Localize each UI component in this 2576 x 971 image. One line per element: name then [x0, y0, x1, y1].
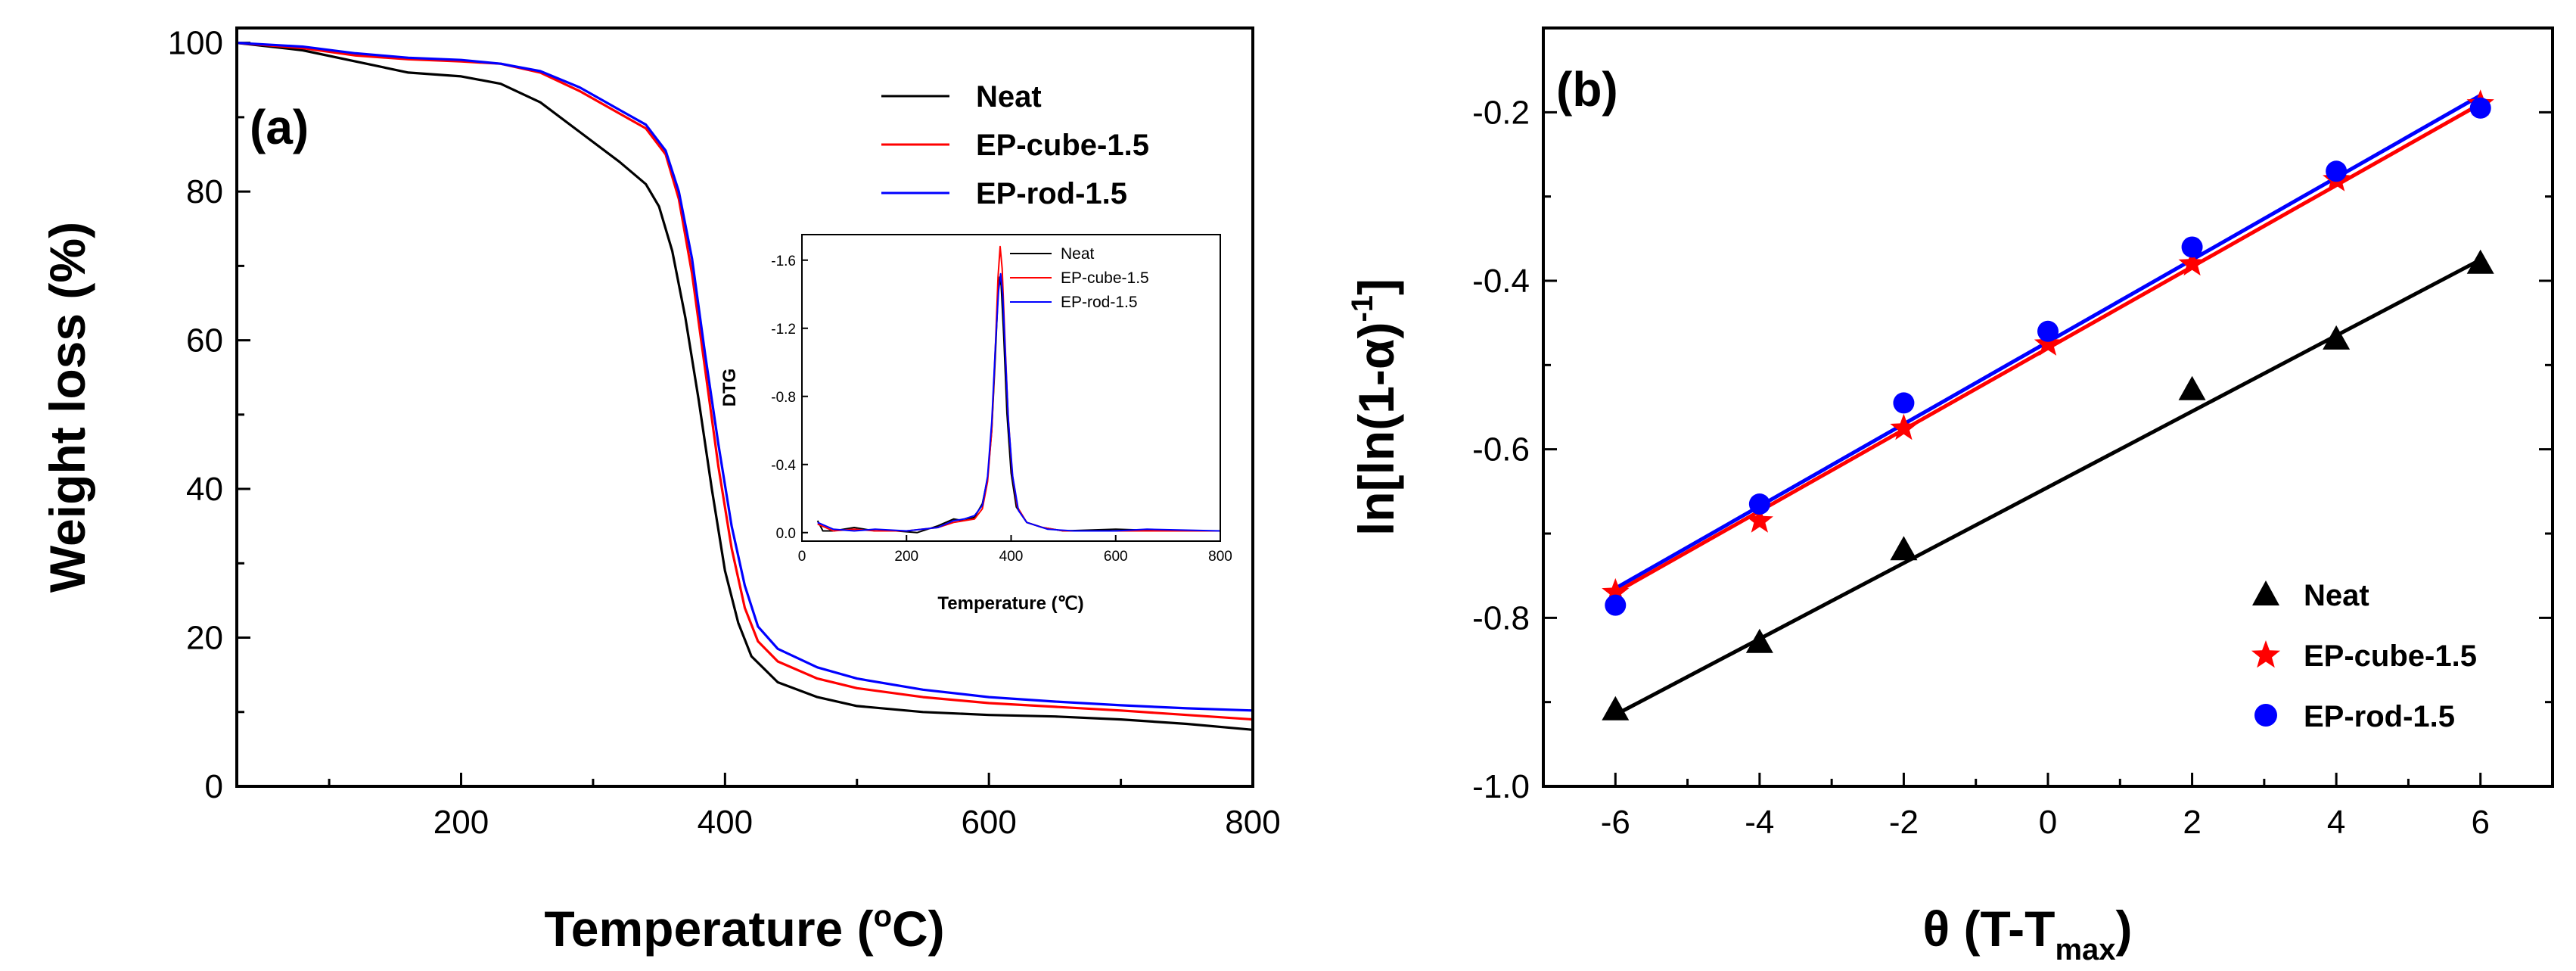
- panel-b-legend: Neat EP-cube-1.5 EP-rod-1.5: [2251, 579, 2477, 733]
- panel-a-xlabel-unit: C): [892, 901, 945, 957]
- legend-i-neat-label: Neat: [1061, 245, 1095, 263]
- panel-a-chart: 200 400 600 800 0 20 40 60 80 100 (a) Weight loss…: [39, 25, 1281, 957]
- panel-b-xtick-label--2: -2: [1889, 804, 1919, 841]
- panel-b-ytick-label-1: -0.8: [1472, 599, 1530, 636]
- legend-b-neat-label: Neat: [2304, 579, 2369, 612]
- panel-b-xtick-label-4: 4: [2327, 804, 2345, 841]
- panel-b-ytick-label-2: -0.6: [1472, 431, 1530, 468]
- panel-b-xtick-label--4: -4: [1745, 804, 1774, 841]
- panel-b-xlabel-sub: max: [2055, 933, 2115, 966]
- panel-b-point-ep-cube-1-5-0: [1602, 577, 1630, 605]
- panel-b-point-ep-rod-1-5-5: [2326, 160, 2348, 182]
- panel-a-ytick-label-40: 40: [186, 471, 223, 508]
- panel-b-point-neat-0: [1602, 696, 1630, 720]
- inset-ytick-label-1: -0.4: [771, 458, 796, 474]
- panel-a-xlabel: Temperature (oC): [544, 900, 944, 957]
- panel-a-ytick-label-60: 60: [186, 322, 223, 359]
- legend-i-cube-label: EP-cube-1.5: [1061, 269, 1149, 287]
- inset-ytick-label-2: -0.8: [771, 390, 796, 406]
- legend-i-rod-label: EP-rod-1.5: [1061, 294, 1138, 311]
- panel-a-xtick-label-400: 400: [698, 804, 753, 841]
- panel-b-xtick-label--6: -6: [1601, 804, 1630, 841]
- inset-ytick-label-3: -1.2: [771, 322, 796, 338]
- inset-ytick-label-4: -1.6: [771, 254, 796, 269]
- inset-legend: Neat EP-cube-1.5 EP-rod-1.5: [1010, 245, 1149, 311]
- inset-xtick-label-600: 600: [1104, 549, 1128, 565]
- inset-dtg-chart: 0 200 400 600 800 0.0 -0.4 -0.8 -1.2 -1.6 DTG Tem…: [719, 231, 1232, 614]
- panel-b-label: (b): [1556, 62, 1618, 117]
- panel-b-point-ep-cube-1-5-1: [1745, 506, 1773, 533]
- panel-b-point-neat-4: [2323, 325, 2351, 350]
- panel-b-point-neat-5: [2466, 249, 2494, 274]
- panel-a-xtick-label-600: 600: [961, 804, 1016, 841]
- panel-a-xtick-label-800: 800: [1225, 804, 1280, 841]
- panel-b-point-ep-rod-1-5-4: [2181, 236, 2203, 258]
- panel-b-point-ep-rod-1-5-1: [1748, 493, 1770, 515]
- panel-b-xtick-label-2: 2: [2183, 804, 2201, 841]
- panel-a-series: [236, 42, 1254, 731]
- inset-ylabel: DTG: [719, 369, 740, 407]
- inset-xtick-label-200: 200: [894, 549, 918, 565]
- inset-xtick-label-0: 0: [798, 549, 806, 565]
- legend-a-cube-label: EP-cube-1.5: [976, 129, 1149, 162]
- panel-b-point-neat-3: [2178, 375, 2206, 400]
- panel-b-point-ep-rod-1-5-0: [1605, 594, 1627, 616]
- panel-a-legend: Neat EP-cube-1.5 EP-rod-1.5: [881, 80, 1149, 210]
- panel-a-line-ep-rod-1-5: [236, 42, 1254, 712]
- panel-a-ylabel: Weight loss (%): [39, 222, 95, 593]
- panel-b-markers: [1602, 89, 2494, 720]
- inset-xtick-label-400: 400: [999, 549, 1024, 565]
- panel-b-ytick-label-4: -0.2: [1472, 94, 1530, 131]
- panel-b-xlabel-main: θ (T-T: [1922, 901, 2055, 957]
- panel-b-point-neat-2: [1890, 536, 1918, 561]
- panel-b-point-ep-cube-1-5-3: [2034, 329, 2062, 356]
- panel-b-ylabel: ln[ln(1-α)-1]: [1346, 279, 1404, 536]
- panel-b-chart: -6 -4 -2 0 2 4 6 -1.0 -0.8 -0.6 -0.4 -0.2 (b) ln[ln…: [1346, 26, 2554, 966]
- panel-b-frame: [1542, 26, 2554, 788]
- panel-b-point-ep-rod-1-5-6: [2469, 97, 2491, 119]
- panel-b-xtick-label-0: 0: [2039, 804, 2057, 841]
- panel-b-point-ep-cube-1-5-4: [2178, 249, 2206, 276]
- panel-b-ylabel-close: ]: [1348, 279, 1404, 295]
- panel-a-frame: [235, 26, 1254, 788]
- inset-line-ep-rod-1-5: [817, 272, 1221, 532]
- inset-series: [816, 245, 1221, 534]
- panel-b-ylabel-sup: -1: [1346, 295, 1379, 322]
- legend-a-rod-label: EP-rod-1.5: [976, 177, 1127, 210]
- panel-b-xtick-label-6: 6: [2471, 804, 2489, 841]
- panel-a-xlabel-degree: o: [874, 900, 892, 933]
- legend-a-neat-label: Neat: [976, 80, 1042, 114]
- panel-b-ytick-label-0: -1.0: [1472, 768, 1530, 805]
- panel-a-ytick-label-80: 80: [186, 173, 223, 210]
- panel-a-xlabel-main: Temperature (: [544, 901, 873, 957]
- panel-b-point-neat-1: [1745, 628, 1773, 653]
- panel-a-ytick-label-20: 20: [186, 620, 223, 657]
- panel-a-ytick-label-100: 100: [168, 25, 223, 62]
- legend-b-rod-label: EP-rod-1.5: [2304, 700, 2455, 733]
- panel-b-ytick-label-3: -0.4: [1472, 263, 1530, 300]
- panel-b-point-ep-rod-1-5-2: [1893, 392, 1915, 414]
- legend-b-cube-label: EP-cube-1.5: [2304, 640, 2477, 673]
- legend-b-neat-marker: [2252, 580, 2279, 605]
- panel-b-point-ep-rod-1-5-3: [2037, 320, 2059, 342]
- panel-a-label: (a): [250, 100, 309, 154]
- inset-frame: [801, 234, 1221, 542]
- inset-ytick-label-0: 0.0: [776, 526, 796, 542]
- panel-b-ylabel-main: ln[ln(1-α): [1348, 322, 1404, 537]
- inset-xtick-label-800: 800: [1208, 549, 1232, 565]
- panel-a-ytick-label-0: 0: [205, 768, 223, 805]
- legend-b-rod-marker: [2254, 704, 2277, 727]
- panel-a-xtick-label-200: 200: [433, 804, 489, 841]
- legend-b-cube-marker: [2251, 640, 2280, 668]
- panel-b-xlabel: θ (T-Tmax): [1922, 901, 2132, 966]
- panel-a-line-neat: [236, 42, 1254, 731]
- panel-b-xlabel-close: ): [2116, 901, 2133, 957]
- panel-b-point-ep-cube-1-5-2: [1890, 413, 1918, 440]
- inset-xlabel: Temperature (℃): [937, 593, 1083, 614]
